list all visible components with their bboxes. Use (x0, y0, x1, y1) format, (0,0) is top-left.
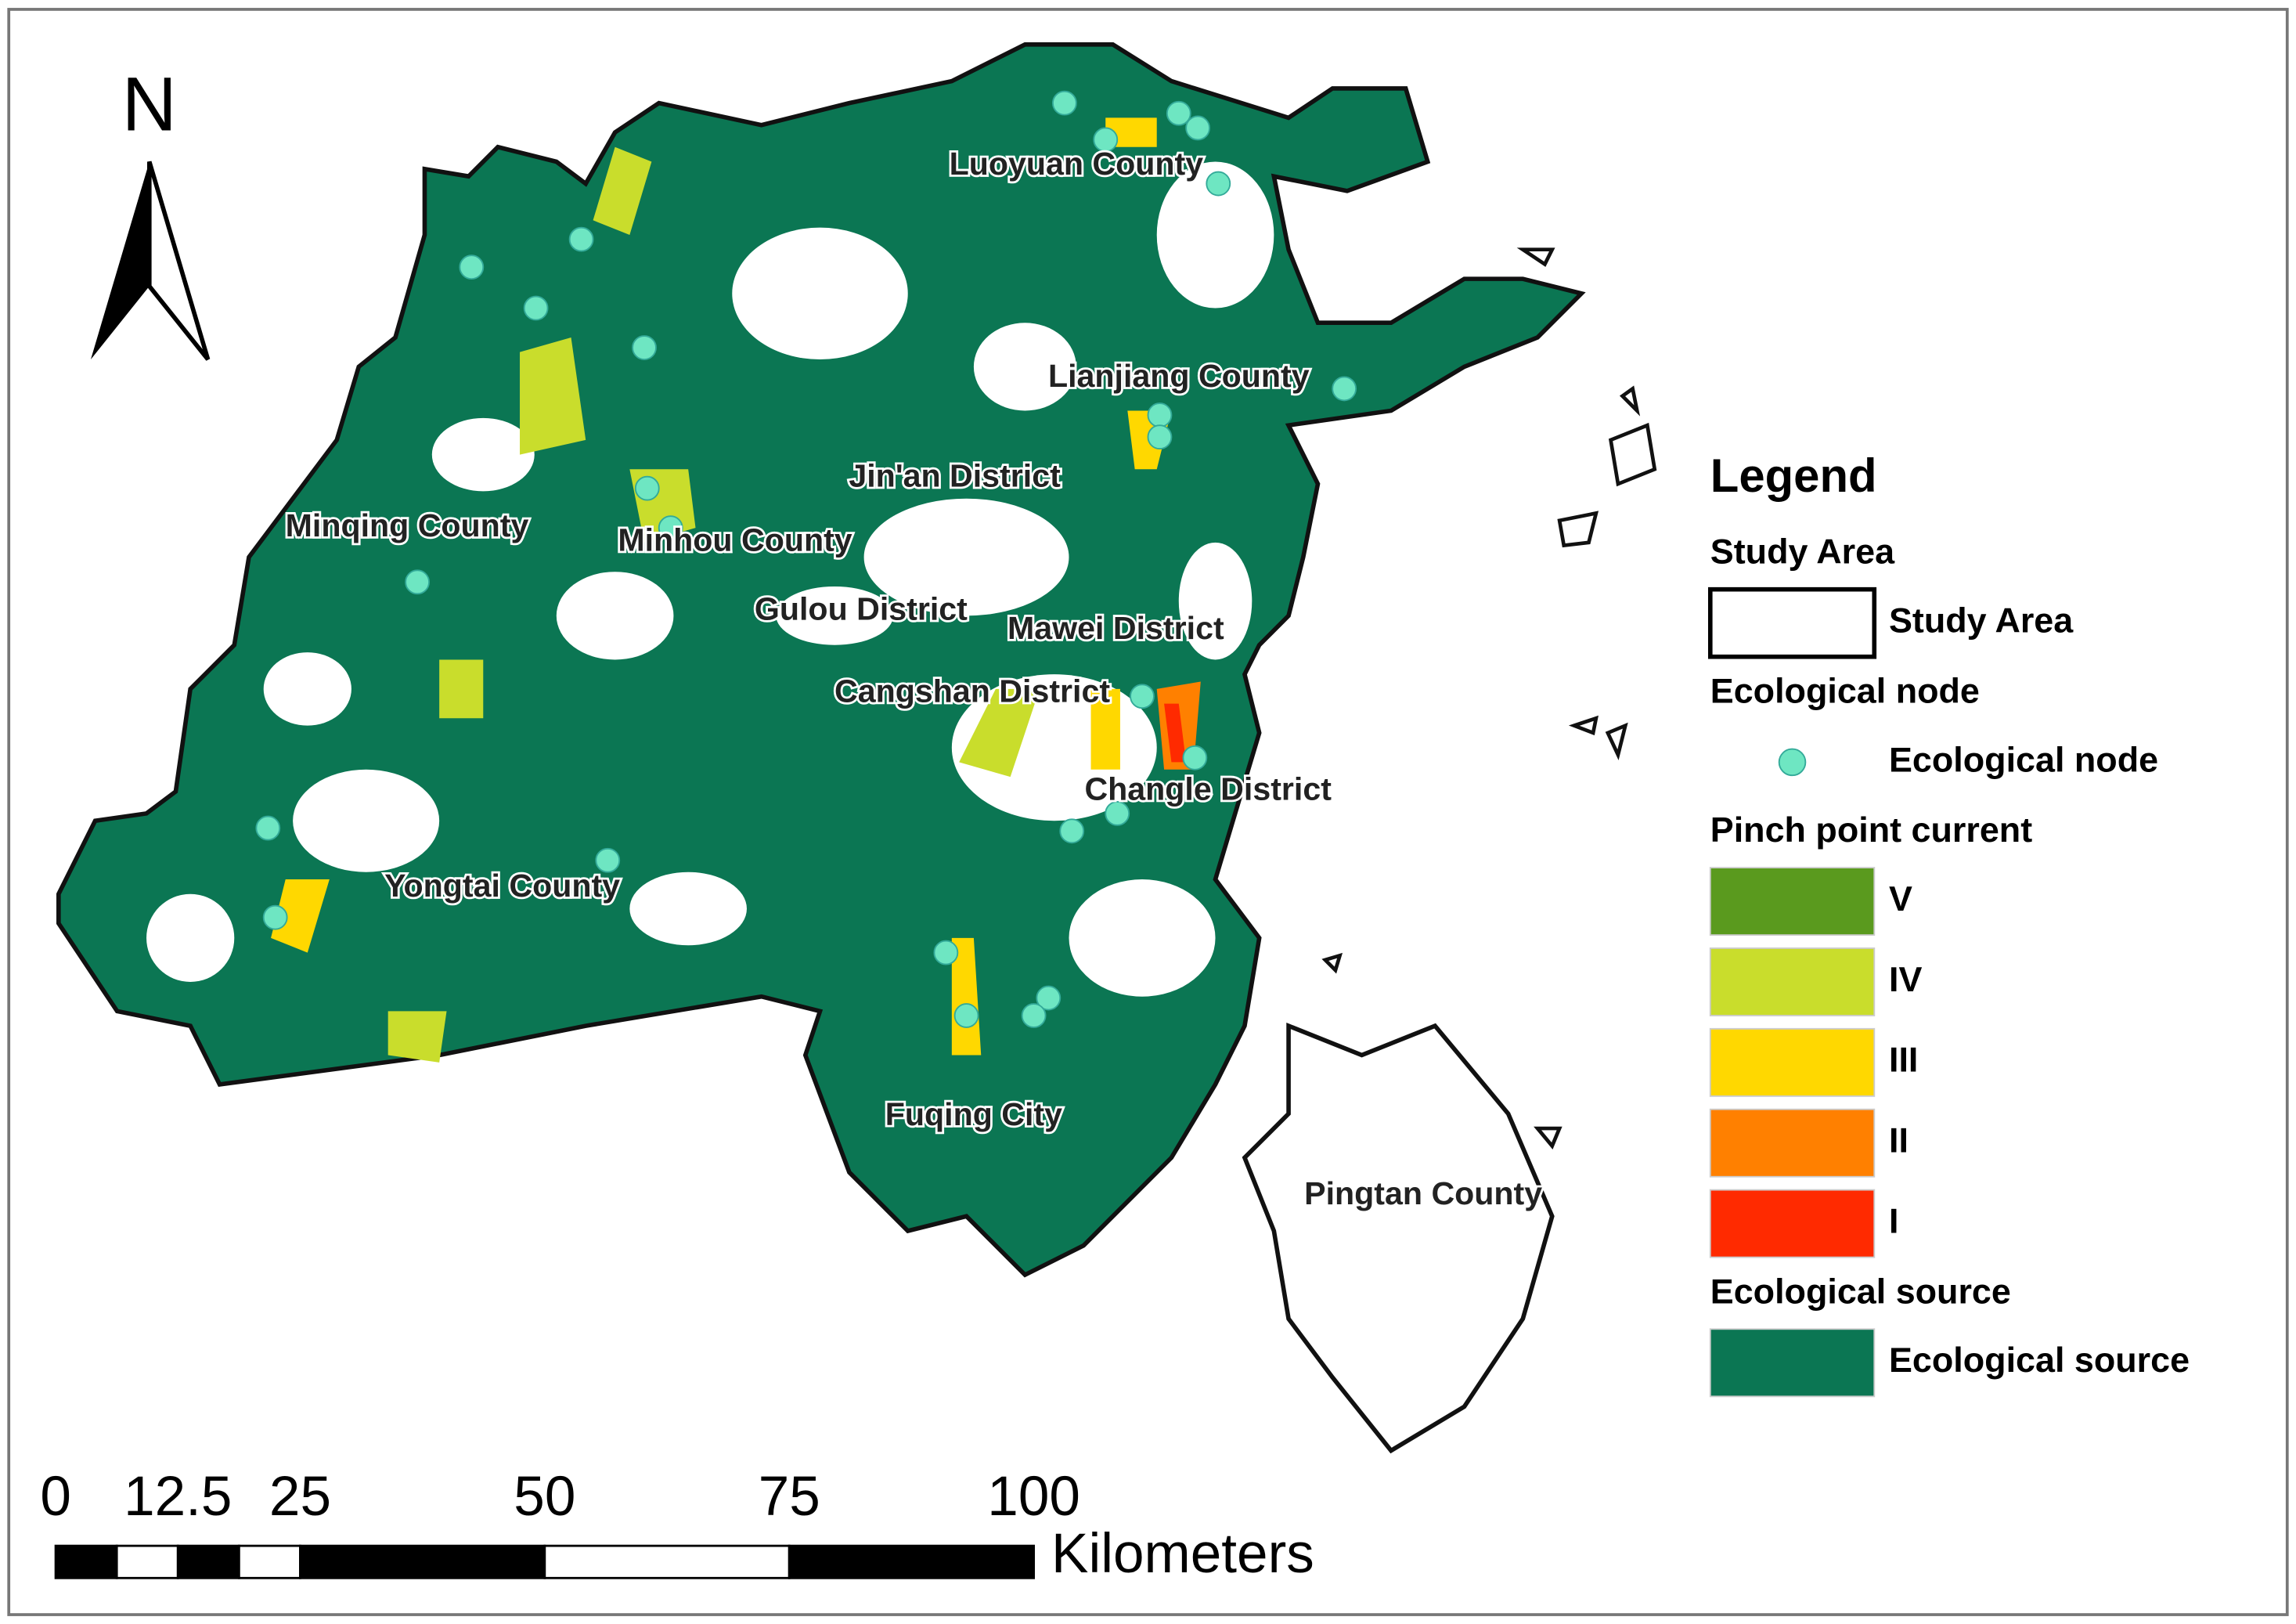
scale-segment (237, 1544, 301, 1579)
study-area (56, 42, 1657, 1454)
legend-symbol (1709, 1027, 1876, 1097)
legend-label: II (1889, 1121, 1909, 1160)
legend-symbol (1709, 1189, 1876, 1258)
legend-symbol (1709, 867, 1876, 937)
place-label: Minqing County (286, 507, 529, 543)
legend-symbol (1709, 947, 1876, 1016)
islets (1321, 247, 1657, 1149)
scale-segment (543, 1544, 791, 1579)
place-label: Mawei District (1007, 610, 1224, 646)
legend: Legend Study Area Study Area Ecological nod… (1707, 449, 2190, 1398)
legend-header: Pinch point current (1710, 810, 2032, 850)
scale-label: 0 (40, 1466, 71, 1528)
ecological-nodes (255, 90, 1357, 1028)
scale-segment (299, 1544, 546, 1579)
scale-unit: Kilometers (1051, 1523, 1314, 1585)
scale-label: 100 (987, 1466, 1080, 1528)
legend-label: Ecological node (1889, 739, 2158, 779)
legend-symbol (1709, 1108, 1876, 1178)
legend-label: Study Area (1889, 601, 2074, 641)
scale-segment (115, 1544, 179, 1579)
place-labels: Luoyuan County Lianjiang County Jin'an D… (283, 143, 1544, 1214)
legend-symbol (1709, 1328, 1876, 1398)
legend-label: IV (1889, 959, 1922, 999)
place-label: Changle District (1084, 771, 1332, 807)
place-label: Minhou County (618, 522, 852, 558)
legend-title: Legend (1710, 449, 1877, 502)
pingtan-island (1242, 1022, 1555, 1454)
place-label: Jin'an District (849, 457, 1061, 493)
legend-header: Ecological node (1710, 670, 1980, 710)
scale-label: 75 (759, 1466, 820, 1528)
place-label: Cangshan District (834, 673, 1110, 709)
scale-segment (54, 1544, 118, 1579)
legend-label: I (1889, 1200, 1898, 1240)
place-label: Pingtan County (1304, 1175, 1542, 1211)
legend-label: V (1889, 879, 1912, 918)
legend-header: Study Area (1710, 532, 1895, 572)
place-label: Gulou District (755, 591, 968, 627)
scale-label: 12.5 (124, 1466, 232, 1528)
scale-segment (176, 1544, 240, 1579)
legend-symbol (1778, 748, 1807, 777)
legend-label: Ecological source (1889, 1340, 2190, 1380)
scale-segment (788, 1544, 1036, 1579)
north-label: N (122, 62, 177, 147)
place-label: Luoyuan County (950, 146, 1204, 182)
place-label: Yongtai County (384, 868, 620, 904)
place-label: Lianjiang County (1048, 358, 1310, 394)
legend-header: Ecological source (1710, 1271, 2011, 1311)
legend-symbol (1707, 586, 1877, 659)
legend-label: III (1889, 1040, 1918, 1080)
scale-label: 50 (514, 1466, 575, 1528)
place-label: Fuqing City (885, 1096, 1062, 1132)
scale-label: 25 (269, 1466, 331, 1528)
